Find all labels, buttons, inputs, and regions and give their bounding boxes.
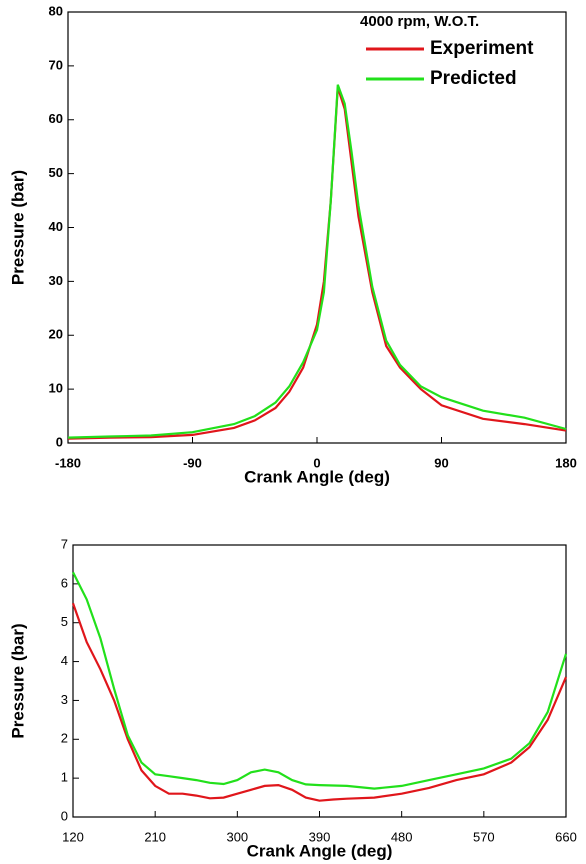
x-tick-label: 210 [144,829,166,844]
y-tick-label: 4 [61,653,68,668]
y-tick-label: 20 [49,327,63,342]
y-tick-label: 5 [61,614,68,629]
y-tick-label: 80 [49,3,63,18]
series-line [72,571,568,790]
x-tick-label: 660 [555,829,577,844]
x-tick-label: 180 [555,455,577,470]
y-tick-label: 50 [49,165,63,180]
y-tick-label: 7 [61,536,68,551]
y-tick-label: 60 [49,111,63,126]
series-line [67,84,567,439]
x-tick-label: 480 [391,829,413,844]
x-tick-label: 300 [226,829,248,844]
y-axis-label: Pressure (bar) [8,623,27,738]
y-tick-label: 0 [56,434,63,449]
legend-label: Predicted [430,68,517,89]
y-tick-label: 2 [61,731,68,746]
series-line [67,87,567,440]
y-tick-label: 70 [49,57,63,72]
y-tick-label: 10 [49,381,63,396]
y-tick-label: 40 [49,219,63,234]
x-axis-label: Crank Angle (deg) [244,467,390,486]
x-tick-label: 390 [309,829,331,844]
x-axis-label: Crank Angle (deg) [247,841,393,860]
y-tick-label: 3 [61,692,68,707]
x-tick-label: -90 [183,455,202,470]
x-tick-label: 570 [473,829,495,844]
y-tick-label: 6 [61,575,68,590]
y-tick-label: 1 [61,770,68,785]
y-axis-label: Pressure (bar) [8,170,27,285]
series-line [71,602,568,802]
legend-label: Experiment [430,38,534,59]
x-tick-label: 90 [434,455,448,470]
chart-title: 4000 rpm, W.O.T. [360,13,479,30]
x-tick-label: -180 [55,455,81,470]
y-tick-label: 30 [49,273,63,288]
x-tick-label: 0 [313,455,320,470]
y-tick-label: 0 [61,808,68,823]
x-tick-label: 120 [62,829,84,844]
